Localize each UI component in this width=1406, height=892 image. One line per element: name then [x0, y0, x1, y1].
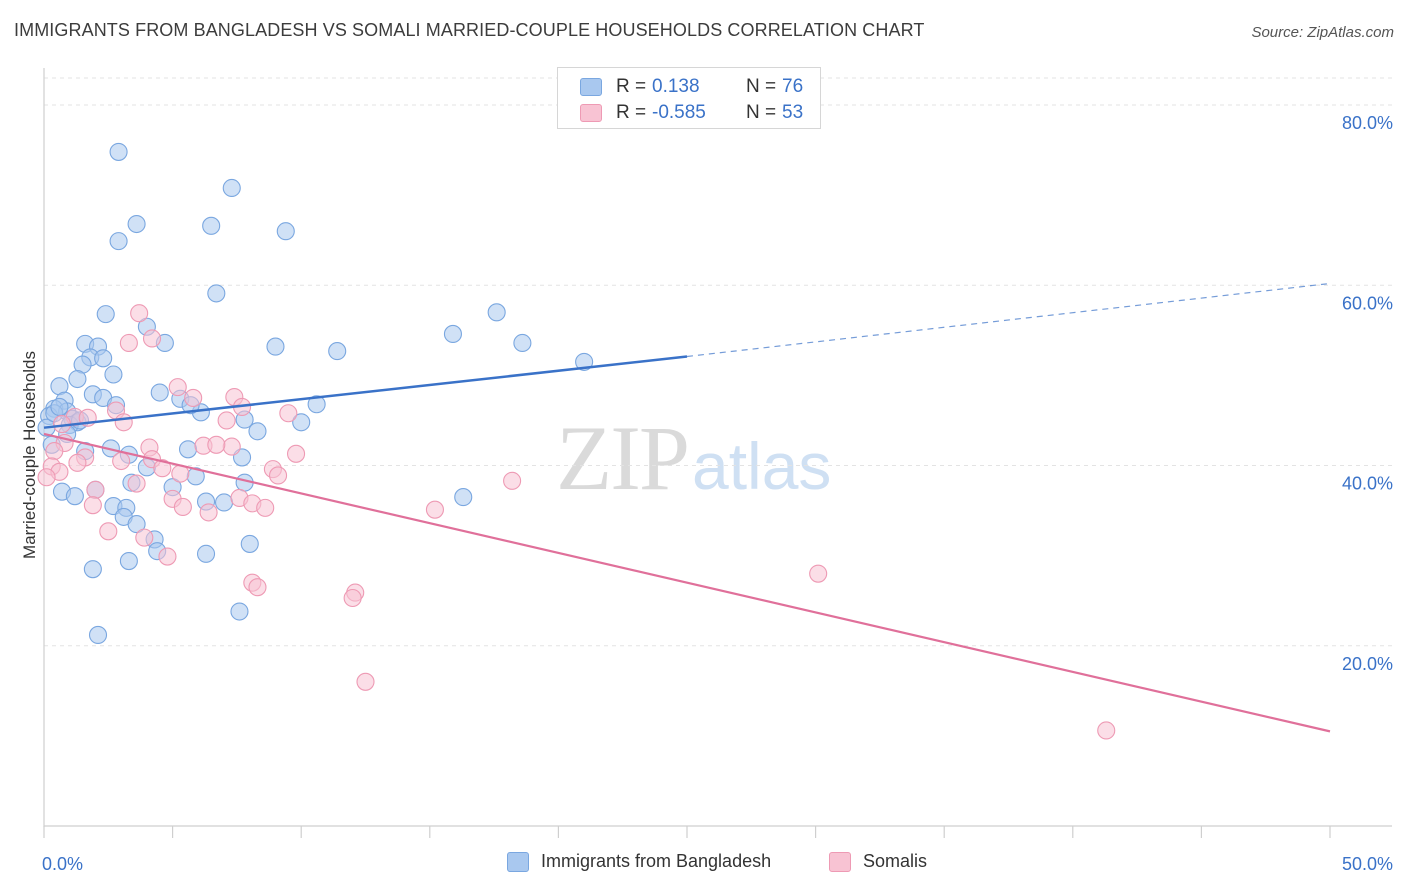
somalis-point [279, 404, 298, 423]
bangladesh-point [65, 487, 84, 506]
somalis-point [114, 413, 133, 432]
y-tick-label: 60.0% [1342, 293, 1393, 313]
bangladesh-point [328, 342, 347, 361]
bangladesh-point [96, 305, 115, 324]
legend-label-somalis: Somalis [863, 851, 928, 871]
y-tick-label: 80.0% [1342, 113, 1393, 133]
somalis-point [222, 437, 241, 456]
somalis-point [68, 453, 87, 472]
somalis-trend-line [43, 432, 1331, 733]
somalis-point [112, 451, 131, 471]
somalis-point [99, 522, 118, 541]
bangladesh-point [88, 625, 108, 645]
somalis-point [173, 497, 192, 517]
x-tick-label: 50.0% [1342, 854, 1393, 874]
y-tick-label: 40.0% [1342, 474, 1393, 494]
legend-swatch-bangladesh [507, 851, 529, 872]
somalis-point [207, 435, 226, 454]
somalis-point [199, 503, 218, 522]
bangladesh-point [50, 397, 69, 417]
bangladesh-point [276, 222, 295, 241]
bangladesh-point [513, 333, 532, 353]
bangladesh-point [207, 284, 226, 303]
legend-r-label: R = [616, 102, 647, 123]
somalis-point [217, 411, 236, 430]
somalis-point [83, 496, 102, 515]
legend-swatch-somalis [580, 104, 602, 122]
bangladesh-point [222, 178, 241, 198]
legend-label-bangladesh: Immigrants from Bangladesh [541, 851, 772, 871]
bangladesh-point [202, 216, 221, 235]
bangladesh-point [487, 303, 506, 322]
legend-n-value: 76 [782, 76, 804, 97]
somalis-point [142, 329, 162, 348]
legend-row-bangladesh: R = 0.138 N = 76 [580, 75, 803, 99]
bangladesh-point [214, 493, 234, 512]
somalis-point [153, 459, 172, 478]
chart-title: IMMIGRANTS FROM BANGLADESH VS SOMALI MAR… [14, 20, 925, 40]
bangladesh-trend-extension [686, 282, 1331, 358]
somalis-point [127, 474, 146, 493]
legend-n-label: N = [746, 102, 777, 123]
somalis-point [248, 578, 267, 597]
somalis-point [184, 388, 203, 407]
legend-item-somalis[interactable]: Somalis [829, 851, 927, 872]
bangladesh-point [266, 337, 285, 356]
bangladesh-point [94, 349, 113, 368]
legend-swatch-bangladesh [580, 78, 602, 96]
bangladesh-point [230, 602, 249, 621]
bangladesh-point [248, 422, 267, 441]
series-legend: Immigrants from Bangladesh Somalis [0, 851, 1406, 879]
bangladesh-point [240, 534, 259, 553]
legend-row-somalis: R = -0.585 N = 53 [580, 101, 803, 125]
bangladesh-point [68, 369, 87, 389]
somalis-point [356, 672, 375, 691]
bangladesh-point [292, 413, 311, 432]
somalis-point [503, 471, 522, 490]
legend-n-label: N = [746, 76, 777, 97]
legend-item-bangladesh[interactable]: Immigrants from Bangladesh [507, 851, 771, 872]
x-tick-label: 0.0% [42, 854, 83, 874]
bangladesh-point [443, 324, 462, 344]
somalis-point [287, 444, 306, 463]
bangladesh-point [150, 383, 169, 402]
bangladesh-point [575, 352, 594, 371]
somalis-point [86, 480, 105, 499]
bangladesh-point [109, 142, 128, 161]
somalis-point [119, 333, 138, 353]
somalis-point [256, 498, 275, 517]
bangladesh-point [127, 515, 146, 534]
legend-r-label: R = [616, 76, 647, 97]
somalis-point [135, 528, 154, 547]
legend-r-value: 0.138 [652, 76, 700, 97]
somalis-point [425, 500, 444, 519]
legend-n-value: 53 [782, 102, 804, 123]
somalis-point [158, 547, 177, 566]
bangladesh-trend-line [43, 355, 688, 429]
stats-legend: R = 0.138 N = 76 R = -0.585 N = 53 [557, 67, 821, 129]
bangladesh-point [196, 544, 216, 563]
bangladesh-point [109, 232, 128, 251]
somalis-point [269, 466, 288, 485]
source-label: Source: ZipAtlas.com [1251, 24, 1394, 41]
legend-r-value: -0.585 [652, 102, 706, 123]
bangladesh-point [307, 395, 326, 414]
bangladesh-point [104, 365, 123, 384]
bangladesh-point [119, 552, 138, 571]
somalis-point [37, 468, 56, 487]
somalis-point [1097, 721, 1116, 740]
somalis-point [45, 442, 64, 461]
bangladesh-point [127, 214, 146, 234]
y-tick-label: 20.0% [1342, 654, 1393, 674]
somalis-point [168, 378, 187, 397]
somalis-point [343, 588, 362, 608]
legend-swatch-somalis [829, 851, 851, 872]
bangladesh-point [83, 560, 102, 579]
bangladesh-point [454, 488, 473, 507]
bangladesh-point [178, 440, 198, 459]
somalis-point [130, 304, 149, 323]
somalis-point [809, 564, 828, 583]
